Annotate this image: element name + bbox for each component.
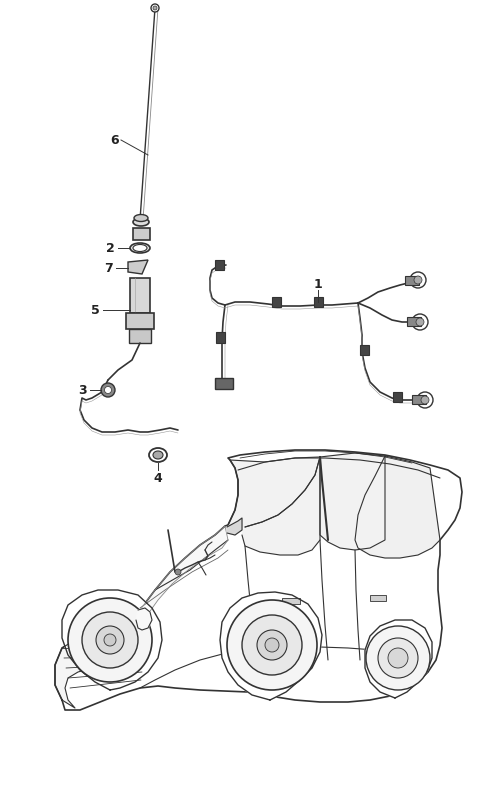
Polygon shape [242,457,320,555]
Circle shape [388,648,408,668]
Text: 7: 7 [104,261,112,275]
Bar [215,378,233,389]
Ellipse shape [133,245,147,252]
Circle shape [96,626,124,654]
Circle shape [414,276,422,284]
Circle shape [101,383,115,397]
Circle shape [265,638,279,652]
Ellipse shape [130,243,150,253]
Text: 2: 2 [106,242,114,254]
Bar [215,260,224,270]
Polygon shape [365,620,432,698]
Bar [133,228,150,240]
Bar [272,297,281,307]
Bar [130,278,150,313]
Bar [360,345,369,355]
Text: 3: 3 [78,383,86,397]
Text: 1: 1 [313,278,323,290]
Bar [407,317,421,326]
Circle shape [416,318,424,326]
Circle shape [421,396,429,404]
Circle shape [153,6,157,10]
Circle shape [412,314,428,330]
Circle shape [242,615,302,675]
Bar [393,392,402,402]
Circle shape [227,600,317,690]
Circle shape [417,392,433,408]
Text: 6: 6 [111,134,120,146]
Polygon shape [220,592,322,700]
Bar [129,329,151,343]
Bar [405,276,419,285]
Polygon shape [62,590,162,690]
Circle shape [151,4,159,12]
Circle shape [104,634,116,646]
Ellipse shape [134,215,148,221]
Circle shape [175,569,181,575]
Polygon shape [55,450,462,710]
Ellipse shape [149,448,167,462]
Circle shape [82,612,138,668]
Bar [412,395,426,404]
Bar [126,313,154,329]
Bar [314,297,323,307]
Ellipse shape [153,451,163,459]
Bar [282,598,300,604]
Polygon shape [128,260,148,274]
Circle shape [68,598,152,682]
Polygon shape [136,608,152,630]
Ellipse shape [133,218,149,226]
Bar [216,332,225,343]
Text: 5: 5 [91,304,99,316]
Circle shape [410,272,426,288]
Circle shape [378,638,418,678]
Circle shape [105,386,111,394]
Circle shape [257,630,287,660]
Polygon shape [140,526,228,614]
Bar [370,595,386,601]
Circle shape [366,626,430,690]
Polygon shape [55,610,148,708]
Polygon shape [227,518,242,535]
Polygon shape [320,453,385,550]
Polygon shape [228,457,320,527]
Polygon shape [355,456,440,558]
Text: 4: 4 [154,471,162,485]
